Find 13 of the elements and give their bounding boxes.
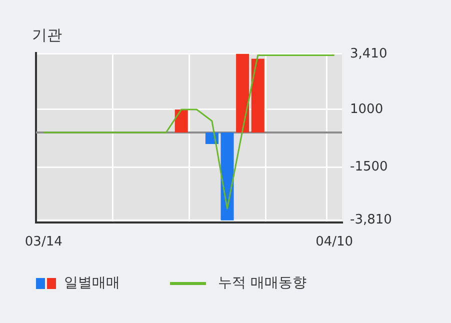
bar bbox=[236, 54, 250, 133]
bar bbox=[174, 109, 188, 133]
chart-title: 기관 bbox=[32, 26, 62, 45]
y-tick-label: -3,810 bbox=[350, 212, 392, 228]
y-tick-label: 1000 bbox=[350, 102, 384, 117]
x-tick-label: 04/10 bbox=[316, 234, 354, 250]
bar bbox=[220, 132, 234, 220]
legend-label: 누적 매매동향 bbox=[218, 274, 306, 292]
x-tick-label: 03/14 bbox=[24, 234, 62, 250]
legend-label: 일별매매 bbox=[64, 274, 120, 292]
y-tick-label: -1500 bbox=[350, 159, 388, 174]
bar bbox=[251, 58, 264, 133]
y-tick-label: 3,410 bbox=[350, 46, 388, 62]
